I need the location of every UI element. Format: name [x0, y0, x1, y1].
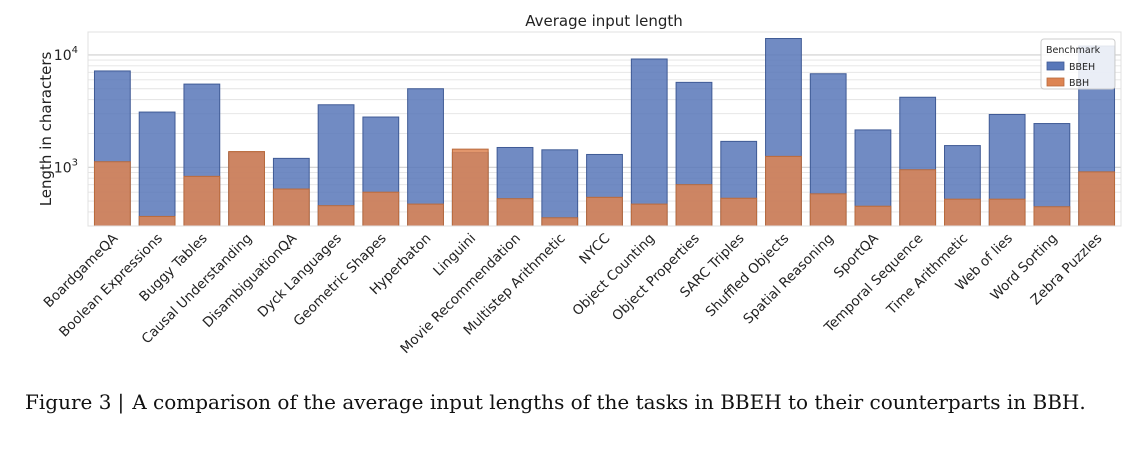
bar-bbh — [228, 151, 265, 227]
bar-bbh — [93, 161, 131, 227]
figure-caption: Figure 3 | A comparison of the average inp… — [25, 388, 1130, 417]
bar-bbh — [496, 198, 534, 227]
bar-bbh — [1078, 171, 1116, 227]
x-tick-label: NYCC — [576, 231, 613, 268]
bar-bbh — [675, 184, 713, 227]
legend-label-bbeh: BBEH — [1069, 62, 1095, 73]
y-tick-labels: 103 104 — [54, 45, 78, 176]
bar-bbh — [362, 191, 400, 227]
bar-bbh — [899, 169, 937, 227]
x-tick-label: Time Arithmetic — [883, 231, 971, 319]
x-tick-label: Object Counting — [570, 231, 659, 320]
x-tick-label: BoardgameQA — [41, 230, 122, 311]
x-tick-label: Dyck Languages — [255, 231, 345, 321]
y-tick-label: 103 — [54, 157, 78, 176]
plot-frame — [87, 31, 1122, 227]
x-tick-label: Shuffled Objects — [703, 231, 793, 321]
bar-bbh — [988, 198, 1026, 227]
legend-swatch-bbeh — [1046, 61, 1065, 71]
bar-bbh — [630, 203, 668, 227]
chart-title: Average input length — [525, 12, 683, 30]
legend-label-bbh: BBH — [1069, 78, 1089, 89]
bar-bbh — [854, 205, 892, 227]
bar-bbh — [138, 215, 176, 227]
bar-bbh — [541, 217, 579, 227]
y-axis-label: Length in characters — [37, 52, 55, 207]
caption-text: A comparison of the average input length… — [132, 390, 1086, 414]
caption-separator: | — [117, 390, 125, 414]
bar-bbeh — [630, 58, 668, 227]
bar-bbh — [1033, 206, 1071, 227]
bar-bbh — [765, 155, 802, 227]
bar-bbeh — [541, 149, 579, 227]
caption-label: Figure 3 — [25, 390, 112, 414]
y-tick-label: 104 — [54, 45, 78, 64]
bar-bbh — [451, 148, 489, 227]
bar-bbeh — [138, 111, 176, 227]
legend-box — [1040, 38, 1116, 90]
bar-bbh — [183, 175, 221, 227]
bar-bbh — [720, 197, 758, 227]
bar-bbh — [809, 193, 847, 227]
bar-bbh — [944, 198, 981, 227]
legend: Benchmark BBEH BBH — [1040, 38, 1116, 90]
bar-bbh — [586, 196, 623, 227]
bar-bbh — [272, 188, 310, 227]
bar-bbh — [407, 203, 444, 227]
bars — [93, 38, 1116, 227]
legend-title: Benchmark — [1046, 45, 1101, 56]
bar-bbh — [317, 205, 355, 227]
legend-swatch-bbh — [1046, 77, 1065, 87]
bar-bbeh — [407, 88, 444, 227]
